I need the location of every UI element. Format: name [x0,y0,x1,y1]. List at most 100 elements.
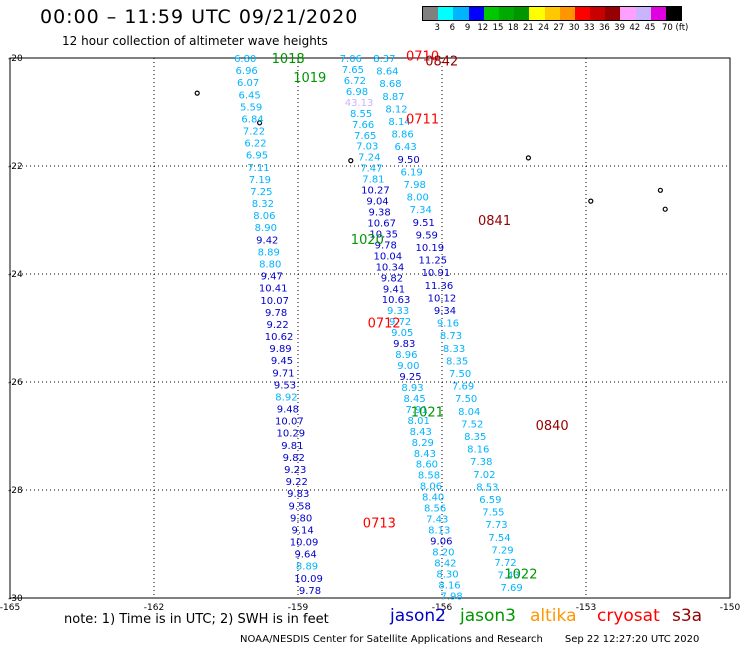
pass-time-label: 1022 [504,568,537,583]
pass-time-label: 0713 [363,516,396,531]
pass-time-label: 1019 [293,71,326,86]
wave-height-value: 7.34 [410,205,432,216]
wave-height-value: 6.96 [236,66,258,77]
lon-tick-label: -153 [576,603,596,613]
wave-height-value: 9.00 [397,361,419,372]
wave-height-value: 6.84 [241,114,263,125]
wave-height-value: 10.07 [260,296,289,307]
legend-swatch [590,7,606,20]
wave-height-value: 9.59 [416,230,438,241]
legend-swatch [483,7,499,20]
wave-height-value: 9.51 [413,218,435,229]
satellite-jason2-label: jason2 [390,606,446,626]
wave-height-value: 8.60 [416,460,438,471]
wave-height-value: 10.91 [422,268,451,279]
footer-credit: NOAA/NESDIS Center for Satellite Applica… [240,634,699,645]
wave-height-value: 8.04 [458,407,480,418]
legend-label: 39 [614,23,626,33]
wave-height-value: 8.37 [373,54,395,65]
lat-tick-label: -26 [8,378,23,388]
wave-height-value: 8.96 [395,350,417,361]
island-marker [257,120,263,126]
wave-height-value: 7.54 [488,533,510,544]
wave-height-value: 9.06 [430,536,452,547]
lon-tick-label: -150 [720,603,740,613]
wave-height-value: 7.69 [452,382,474,393]
wave-height-value: 8.89 [258,247,280,258]
wave-height-value: 7.43 [426,515,448,526]
pass-time-label: 1021 [411,406,444,421]
wave-height-value: 8.45 [403,394,425,405]
satellite-s3a-label: s3a [672,606,703,626]
island-marker [662,206,668,212]
wave-height-value: 8.06 [420,482,442,493]
wave-height-value: 10.29 [277,429,306,440]
wave-height-value: 8.87 [382,92,404,103]
wave-height-value: 9.82 [283,453,305,464]
wave-height-value: 9.22 [286,477,308,488]
legend-swatch [514,7,530,20]
lat-tick-label: -20 [8,54,23,64]
wave-height-value: 7.43 [497,571,519,582]
island-marker [194,90,200,96]
wave-height-value: 7.72 [494,558,516,569]
wave-height-value: 9.16 [437,319,459,330]
wave-height-value: 10.07 [275,417,304,428]
wave-height-value: 9.42 [256,235,278,246]
pass-time-label: 0712 [368,317,401,332]
wave-height-value: 7.81 [362,175,384,186]
wave-height-value: 6.80 [234,54,256,65]
wave-height-value: 9.53 [274,380,296,391]
wave-height-value: 7.50 [449,369,471,380]
wave-height-value: 7.19 [249,175,271,186]
lat-tick-label: -22 [8,162,23,172]
wave-height-value: 7.25 [250,187,272,198]
wave-height-value: 6.59 [479,495,501,506]
wave-height-value: 9.41 [383,284,405,295]
wave-height-value: 10.62 [265,332,294,343]
legend-label: 70 (ft) [662,23,689,33]
wave-height-value: 8.01 [408,416,430,427]
wave-height-value: 8.68 [379,79,401,90]
wave-height-value: 9.82 [381,273,403,284]
wave-height-value: 8.30 [436,569,458,580]
legend-label: 12 [477,23,489,33]
wave-height-value: 6.22 [244,139,266,150]
wave-height-value: 7.03 [356,142,378,153]
wave-height-value: 8.13 [428,526,450,537]
wave-height-value: 7.06 [340,54,362,65]
pass-time-label: 0710 [406,49,439,64]
legend-swatch [423,7,439,20]
wave-height-value: 6.72 [344,76,366,87]
wave-height-value: 7.66 [352,120,374,131]
legend-swatch [666,7,682,20]
wave-height-value: 7.47 [360,164,382,175]
wave-height-value: 7.22 [243,127,265,138]
wave-height-value: 10.04 [374,251,403,262]
island-marker [525,155,532,161]
wave-height-value: 9.50 [397,155,419,166]
wave-height-value: 7.91 [405,405,427,416]
wave-height-value: 7.98 [440,591,462,602]
wave-height-value: 8.12 [385,104,407,115]
wave-height-value: 7.02 [473,470,495,481]
color-scale-labels: 3 6 9 12 15 18 21 24 27 30 33 36 39 42 45 70 (ft) [422,21,688,33]
wave-height-value: 10.19 [416,243,445,254]
wave-height-value: 8.89 [296,562,318,573]
wave-height-value: 9.22 [266,320,288,331]
wave-height-value: 9.04 [366,197,388,208]
pass-time-label: 0840 [536,419,569,434]
legend-label: 9 [464,23,471,33]
legend-swatch [438,7,454,20]
legend-swatch [559,7,575,20]
wave-height-value: 6.43 [394,142,416,153]
legend-swatch [620,7,636,20]
wave-height-value: 8.86 [391,130,413,141]
wave-height-value: 9.89 [269,344,291,355]
map-subtitle: 12 hour collection of altimeter wave hei… [62,34,328,48]
legend-label: 36 [598,23,610,33]
wave-height-value: 9.33 [387,306,409,317]
wave-height-value: 9.45 [271,356,293,367]
wave-height-value: 9.80 [290,513,312,524]
